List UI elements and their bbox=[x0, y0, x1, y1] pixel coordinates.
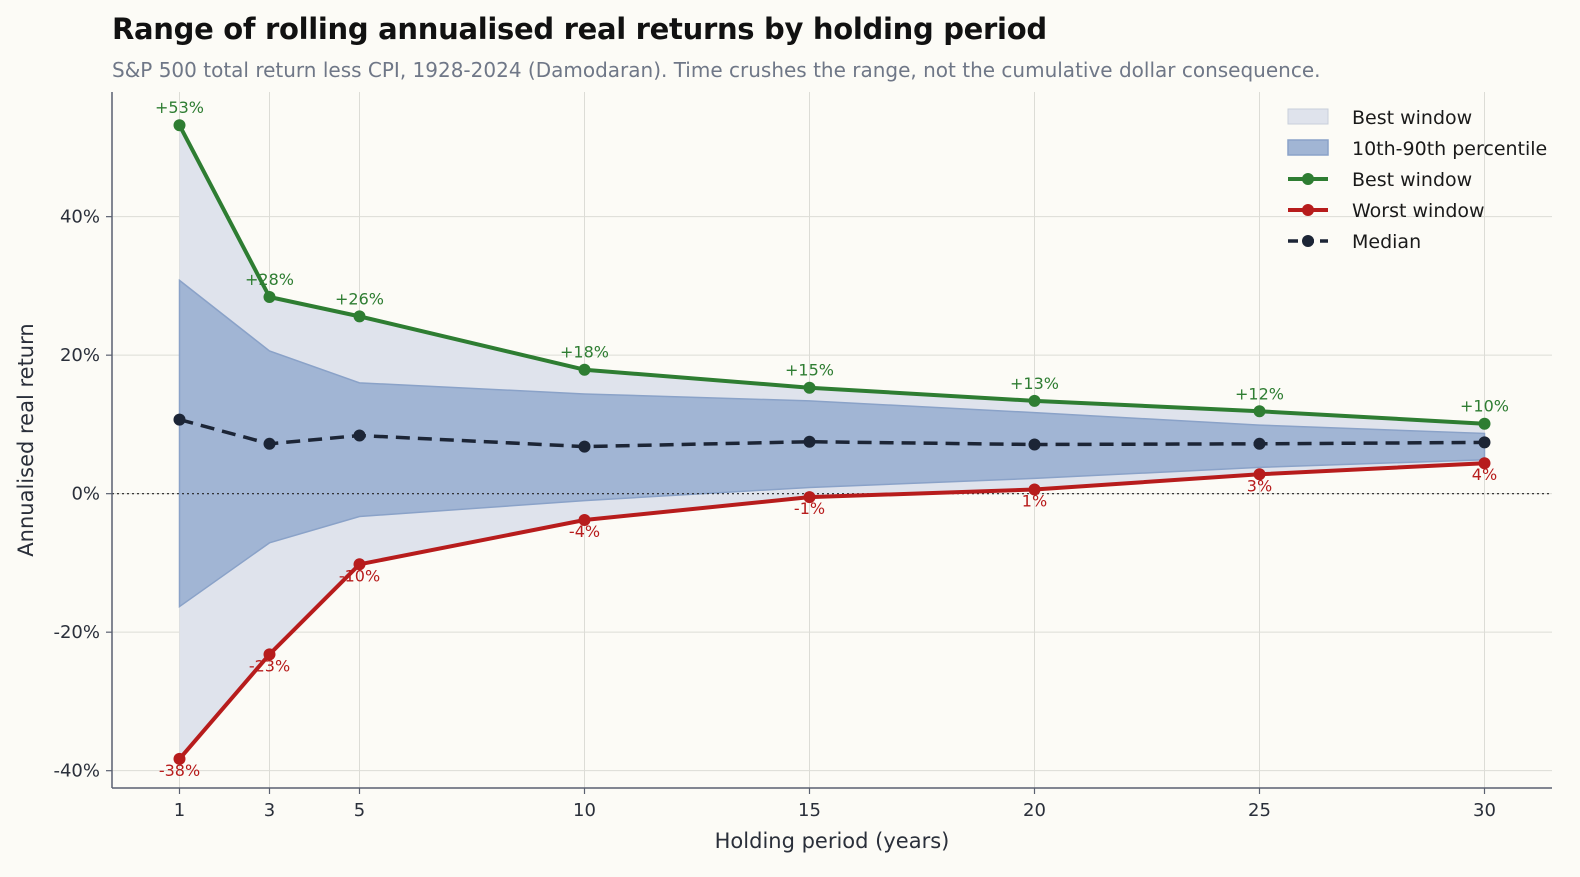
median-point bbox=[1253, 437, 1266, 450]
worst-point bbox=[263, 648, 276, 661]
x-tick-label: 1 bbox=[174, 800, 185, 821]
worst-data-label: 1% bbox=[1022, 492, 1047, 511]
axes: 1 3 5 10 15 20 25 30 -40% -20% 0% 20% 40% bbox=[53, 92, 1552, 821]
best-point bbox=[803, 381, 816, 394]
x-axis-label: Holding period (years) bbox=[715, 829, 950, 853]
legend: Best window 10th-90th percentile Best wind… bbox=[1287, 107, 1547, 253]
best-point bbox=[1478, 417, 1491, 430]
worst-point bbox=[1478, 457, 1491, 470]
legend-label: Best window bbox=[1352, 169, 1472, 191]
series-lines bbox=[177, 124, 1485, 761]
best-point bbox=[578, 363, 591, 376]
legend-label: Worst window bbox=[1352, 200, 1485, 222]
x-tick-label: 20 bbox=[1023, 800, 1046, 821]
worst-line bbox=[177, 461, 1485, 761]
x-tick-label: 5 bbox=[354, 800, 365, 821]
data-labels: +53% +28% +26% +18% +15% +13% +12% +10% -38% -23%… bbox=[155, 98, 1509, 780]
worst-data-label: -1% bbox=[794, 499, 825, 518]
best-data-label: +12% bbox=[1235, 384, 1284, 403]
best-data-label: +15% bbox=[785, 361, 834, 380]
worst-point bbox=[1253, 468, 1266, 481]
worst-point bbox=[1028, 483, 1041, 496]
legend-swatch-median-point bbox=[1302, 235, 1314, 247]
worst-point bbox=[803, 491, 816, 504]
best-data-label: +13% bbox=[1010, 374, 1059, 393]
best-data-label: +53% bbox=[155, 98, 204, 117]
y-tick-label: 0% bbox=[71, 484, 100, 505]
worst-data-label: -38% bbox=[159, 761, 200, 780]
best-point bbox=[173, 119, 186, 132]
x-tick-label: 3 bbox=[264, 800, 275, 821]
x-tick-label: 25 bbox=[1248, 800, 1271, 821]
x-tick-label: 10 bbox=[573, 800, 596, 821]
median-point bbox=[173, 413, 186, 426]
best-data-label: +18% bbox=[560, 343, 609, 362]
x-tick-label: 30 bbox=[1473, 800, 1496, 821]
legend-swatch-percentile-band bbox=[1287, 139, 1329, 156]
best-data-label: +28% bbox=[245, 270, 294, 289]
worst-data-label: -23% bbox=[249, 656, 290, 675]
worst-point bbox=[578, 513, 591, 526]
y-tick-label: 40% bbox=[60, 207, 100, 228]
chart-title: Range of rolling annualised real returns… bbox=[112, 12, 1047, 46]
worst-data-label: -10% bbox=[339, 566, 380, 585]
best-point bbox=[1253, 405, 1266, 418]
median-point bbox=[578, 440, 591, 453]
worst-point bbox=[353, 558, 366, 571]
median-point bbox=[1028, 438, 1041, 451]
y-axis-label: Annualised real return bbox=[14, 323, 38, 556]
best-data-label: +10% bbox=[1460, 397, 1509, 416]
median-line bbox=[179, 417, 1485, 449]
best-data-label: +26% bbox=[335, 289, 384, 308]
best-point bbox=[263, 290, 276, 303]
median-point bbox=[803, 435, 816, 448]
y-tick-label: 20% bbox=[60, 345, 100, 366]
legend-swatch-best-band bbox=[1287, 108, 1329, 125]
chart-subtitle: S&P 500 total return less CPI, 1928-2024… bbox=[112, 58, 1321, 82]
worst-data-label: 4% bbox=[1472, 465, 1497, 484]
median-point bbox=[263, 437, 276, 450]
legend-label: Best window bbox=[1352, 107, 1472, 129]
best-point bbox=[1028, 394, 1041, 407]
worst-data-label: -4% bbox=[569, 522, 600, 541]
median-point bbox=[1478, 436, 1491, 449]
legend-swatch-best-point bbox=[1302, 173, 1314, 185]
series-points bbox=[173, 119, 1491, 765]
worst-point bbox=[173, 752, 186, 765]
legend-label: Median bbox=[1352, 231, 1421, 253]
legend-label: 10th-90th percentile bbox=[1352, 138, 1547, 160]
median-point bbox=[353, 429, 366, 442]
y-tick-label: -40% bbox=[53, 761, 100, 782]
best-line bbox=[177, 124, 1485, 426]
best-point bbox=[353, 310, 366, 323]
y-tick-label: -20% bbox=[53, 622, 100, 643]
legend-swatch-worst-point bbox=[1302, 204, 1314, 216]
x-tick-label: 15 bbox=[798, 800, 821, 821]
worst-data-label: 3% bbox=[1247, 476, 1272, 495]
